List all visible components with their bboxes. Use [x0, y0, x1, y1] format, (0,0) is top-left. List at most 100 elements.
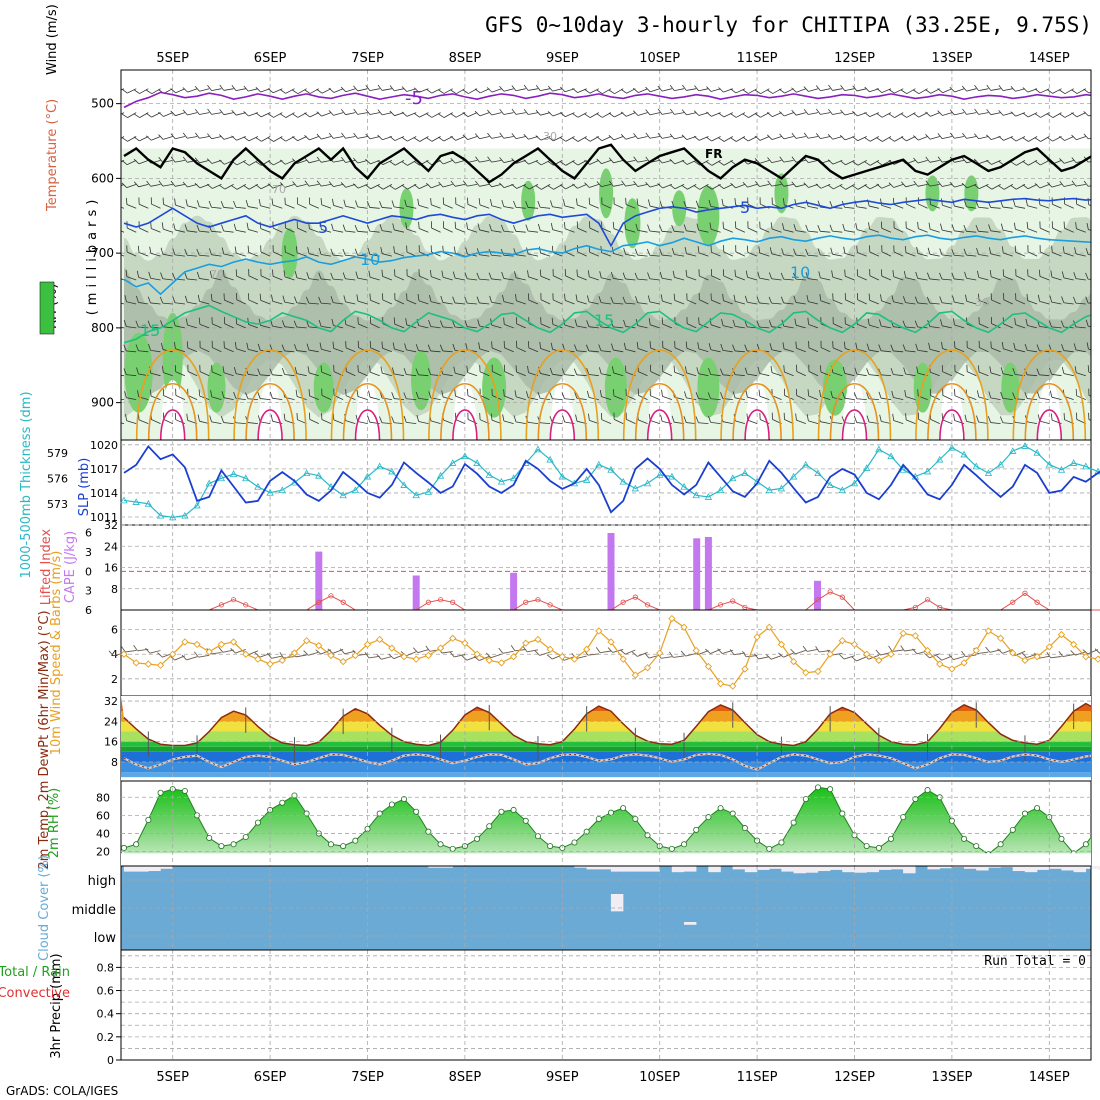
wind-barb [231, 85, 246, 92]
wind-barb [803, 108, 819, 115]
wind-barb [707, 392, 721, 400]
wind-barb [160, 272, 173, 281]
wind-barb [940, 223, 952, 233]
wind10m-barb [729, 649, 745, 656]
wind-barb [513, 224, 526, 233]
wind-barb [686, 293, 697, 305]
wind-barb [511, 108, 526, 115]
wind-barb [292, 88, 307, 95]
wind-barb [844, 269, 855, 281]
wind-barb [392, 223, 405, 233]
isotherm-label: -5 [405, 88, 423, 109]
ytick-li: 3 [85, 585, 92, 598]
wind-barb [718, 112, 733, 118]
wind-barb [123, 368, 137, 377]
ytick-rh: 80 [96, 791, 110, 804]
thickness-marker [132, 498, 140, 505]
thickness-marker [412, 491, 420, 499]
rh2m-marker [924, 787, 931, 794]
wind-barb [547, 136, 563, 142]
wind-barb [367, 224, 380, 233]
wind-barb [795, 413, 806, 424]
wind-barb [452, 271, 465, 281]
wind10m-marker [911, 632, 920, 640]
wind-barb [709, 318, 721, 329]
wind-barb [369, 365, 380, 377]
wind-barb [852, 85, 867, 92]
wind-barb [925, 180, 940, 187]
wind-barb [601, 197, 612, 209]
wind-barb [682, 84, 697, 91]
wind-barb [124, 295, 137, 305]
thickness-marker [1082, 462, 1090, 470]
cape-bar [814, 580, 821, 610]
wind-barb [952, 199, 965, 209]
wind-barb [941, 365, 953, 377]
wind-barb [258, 199, 271, 209]
cloud-cell [781, 866, 794, 872]
wind-barb [684, 366, 697, 377]
wind-barb [137, 245, 149, 257]
wind10m-marker [619, 655, 627, 663]
li-marker [523, 599, 529, 605]
wind-barb [733, 294, 746, 305]
rh-cell [697, 185, 720, 246]
wind-barb [892, 270, 904, 281]
wind-barb [710, 293, 721, 305]
wind-barb [974, 108, 989, 115]
wind-barb [779, 88, 794, 94]
thickness-marker [351, 486, 359, 494]
wind10m-marker [996, 634, 1005, 642]
wind10m-barb [267, 652, 283, 659]
isotherm-30 [1036, 409, 1063, 440]
wind-barb [499, 132, 514, 139]
wind10m-marker [850, 640, 859, 649]
wind-barb [844, 317, 855, 329]
wind-barb [441, 270, 453, 281]
cloud-cell [1049, 866, 1062, 869]
legend-total-rain: Total / Rain [0, 965, 70, 980]
wind-barb [1010, 86, 1026, 92]
wind-barb [272, 269, 283, 281]
wind-barb [257, 368, 271, 377]
li-marker [437, 597, 444, 603]
wind-barb [840, 109, 855, 116]
thickness-marker [424, 488, 433, 495]
wind-barb [453, 366, 465, 377]
wind10m-barb [936, 655, 953, 661]
wind-barb [199, 364, 210, 377]
wind-barb [623, 342, 636, 353]
wind-barb [633, 156, 648, 163]
wind-barb [550, 222, 563, 233]
wind10m-marker [534, 635, 542, 644]
rh2m-marker [644, 832, 651, 839]
wind10m-marker [595, 627, 603, 635]
wind-barb [842, 223, 855, 233]
rh2m-marker [802, 796, 809, 803]
wind-barb [121, 112, 137, 118]
wind-barb [430, 269, 441, 281]
wind-barb [1075, 222, 1086, 233]
wind-barb [328, 132, 344, 139]
wind-barb [535, 160, 551, 166]
wind-barb [890, 368, 904, 377]
wind-barb [893, 245, 904, 257]
wind-barb [357, 365, 368, 377]
wind-barb [937, 110, 953, 116]
thickness-marker [948, 443, 956, 451]
wind-barb [454, 389, 466, 400]
wind-barb [502, 294, 514, 305]
wind-barb [648, 318, 660, 329]
wind-barb [389, 85, 405, 92]
isotherm-20 [525, 349, 600, 440]
wind-barb [710, 245, 721, 257]
wind-barb [1071, 134, 1086, 141]
wind-barb [304, 180, 319, 187]
wind-barb [316, 180, 332, 187]
wind10m-barb [218, 646, 234, 653]
wind-barb [975, 200, 989, 209]
wind10m-marker [789, 657, 798, 666]
wind-barb [428, 320, 441, 329]
wind-barb [586, 390, 599, 400]
wind-barb [523, 184, 539, 190]
